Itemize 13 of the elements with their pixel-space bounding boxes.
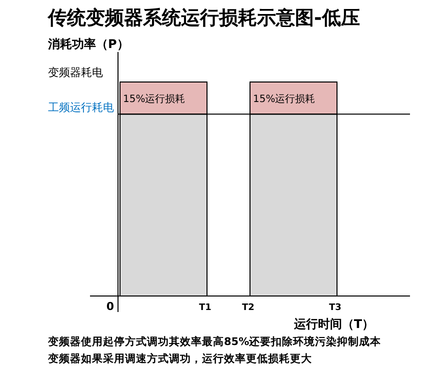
value-label: 15%运行损耗 (123, 94, 186, 106)
xlabel: 运行时间（T） (294, 317, 374, 331)
annotation: 0 (106, 300, 114, 313)
annotation: 变频器使用起停方式调功其效率最高85%还要扣除环境污染抑制成本 (48, 336, 382, 348)
annotation: T3 (329, 303, 342, 313)
annotation: 变频器耗电 (48, 66, 103, 79)
annotation: T1 (199, 303, 212, 313)
annotation: T2 (242, 303, 254, 313)
title: 传统变频器系统运行损耗示意图-低压 (48, 7, 360, 29)
value-label: 15%运行损耗 (253, 94, 316, 106)
ref-label: 工频运行耗电 (48, 101, 114, 114)
ylabel: 消耗功率（P） (48, 37, 129, 51)
annotation: 变频器如果采用调速方式调功，运行效率更低损耗更大 (48, 353, 312, 365)
